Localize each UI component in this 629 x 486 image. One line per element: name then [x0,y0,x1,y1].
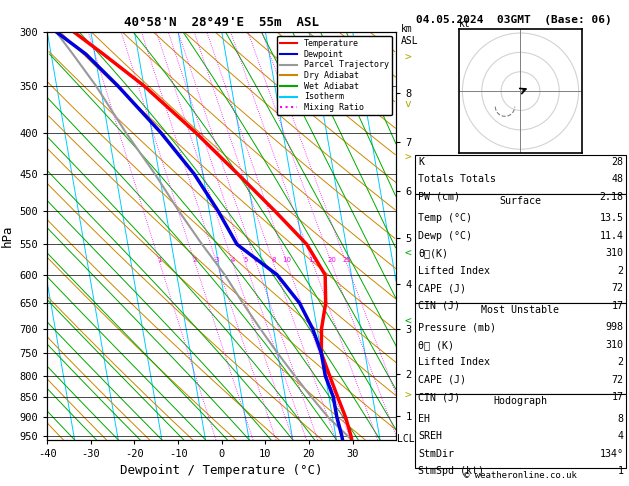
Text: PW (cm): PW (cm) [418,192,460,202]
Text: 28: 28 [611,157,623,167]
Text: 17: 17 [611,301,623,311]
X-axis label: Dewpoint / Temperature (°C): Dewpoint / Temperature (°C) [121,465,323,477]
Text: >: > [404,153,411,163]
Text: 6: 6 [254,257,259,263]
Text: >: > [404,53,411,63]
Text: 2: 2 [617,266,623,276]
Text: <: < [404,317,411,327]
Text: 20: 20 [327,257,336,263]
Text: Pressure (mb): Pressure (mb) [418,322,496,332]
Text: 2: 2 [193,257,198,263]
Text: θᴇ (K): θᴇ (K) [418,340,454,350]
Text: 8: 8 [271,257,276,263]
Text: 13.5: 13.5 [599,213,623,224]
Text: Most Unstable: Most Unstable [481,305,560,315]
Title: 40°58'N  28°49'E  55m  ASL: 40°58'N 28°49'E 55m ASL [124,16,320,29]
Text: θᴇ(K): θᴇ(K) [418,248,448,259]
Text: 4: 4 [231,257,235,263]
Text: 72: 72 [611,283,623,294]
Text: Temp (°C): Temp (°C) [418,213,472,224]
Text: 4: 4 [617,431,623,441]
Text: >: > [404,391,411,401]
Text: Dewp (°C): Dewp (°C) [418,231,472,241]
Text: 8: 8 [617,414,623,424]
Text: LCL: LCL [397,434,415,444]
Text: StmDir: StmDir [418,449,454,459]
Text: Hodograph: Hodograph [494,396,547,406]
Text: Lifted Index: Lifted Index [418,266,490,276]
Text: CAPE (J): CAPE (J) [418,283,466,294]
Text: 72: 72 [611,375,623,385]
Text: km
ASL: km ASL [401,24,419,46]
Text: Surface: Surface [499,196,542,206]
Text: EH: EH [418,414,430,424]
Text: 2: 2 [617,357,623,367]
Text: 5: 5 [243,257,248,263]
Text: SREH: SREH [418,431,442,441]
Text: © weatheronline.co.uk: © weatheronline.co.uk [464,471,577,480]
Legend: Temperature, Dewpoint, Parcel Trajectory, Dry Adiabat, Wet Adiabat, Isotherm, Mi: Temperature, Dewpoint, Parcel Trajectory… [277,36,392,115]
Text: 310: 310 [605,340,623,350]
Text: 310: 310 [605,248,623,259]
Text: <: < [404,249,411,259]
Text: v: v [404,100,411,109]
Text: Lifted Index: Lifted Index [418,357,490,367]
Text: kt: kt [459,19,470,29]
Y-axis label: hPa: hPa [1,225,14,247]
Text: CIN (J): CIN (J) [418,301,460,311]
Text: 17: 17 [611,392,623,402]
Text: 2.18: 2.18 [599,192,623,202]
Text: CAPE (J): CAPE (J) [418,375,466,385]
Text: 48: 48 [611,174,623,185]
Text: 10: 10 [282,257,292,263]
Text: 1: 1 [157,257,162,263]
Text: 25: 25 [342,257,351,263]
Text: 998: 998 [605,322,623,332]
Text: 15: 15 [308,257,317,263]
Text: Totals Totals: Totals Totals [418,174,496,185]
Text: 04.05.2024  03GMT  (Base: 06): 04.05.2024 03GMT (Base: 06) [416,15,612,25]
Text: StmSpd (kt): StmSpd (kt) [418,466,484,476]
Text: 3: 3 [214,257,219,263]
Text: 1: 1 [617,466,623,476]
Text: 134°: 134° [599,449,623,459]
Text: 11.4: 11.4 [599,231,623,241]
Text: K: K [418,157,425,167]
Text: CIN (J): CIN (J) [418,392,460,402]
Y-axis label: Mixing Ratio (g/kg): Mixing Ratio (g/kg) [418,180,428,292]
